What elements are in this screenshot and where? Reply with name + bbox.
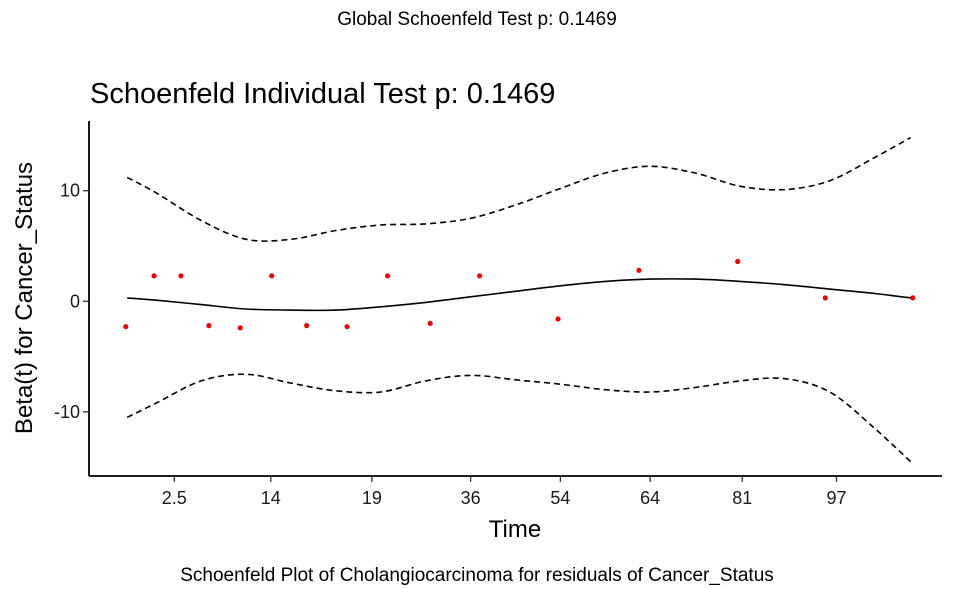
chart-title: Schoenfeld Individual Test p: 0.1469 [90, 78, 555, 110]
confidence-band-upper [126, 136, 911, 242]
global-test-title: Global Schoenfeld Test p: 0.1469 [337, 9, 617, 30]
x-tick-label: 97 [826, 488, 846, 508]
y-tick-label: -10 [54, 402, 80, 422]
x-tick-label: 2.5 [162, 488, 187, 508]
residual-point [123, 324, 129, 330]
residual-point [237, 325, 243, 331]
residual-point [636, 267, 642, 273]
residual-point [735, 258, 741, 265]
y-tick-label: 10 [60, 181, 80, 201]
residual-point [344, 324, 350, 330]
x-ticks: 2.5 14 19 36 54 64 81 97 [162, 476, 847, 508]
residual-point [910, 295, 916, 301]
confidence-band-lower [126, 373, 912, 463]
x-tick-label: 64 [640, 488, 660, 508]
residual-point [555, 316, 561, 322]
x-axis-title: Time [489, 516, 541, 543]
plot-caption: Schoenfeld Plot of Cholangiocarcinoma fo… [180, 565, 774, 586]
x-tick-label: 19 [362, 488, 382, 508]
fit-line [127, 278, 911, 312]
x-tick-label: 81 [732, 488, 752, 508]
residual-point [822, 295, 828, 301]
residual-point [269, 273, 275, 279]
y-tick-label: 0 [70, 291, 80, 311]
residual-point [427, 320, 433, 326]
residual-point [151, 273, 157, 279]
plot-area [123, 136, 916, 463]
x-tick-label: 14 [261, 488, 281, 508]
residual-point [304, 323, 310, 329]
residual-point [206, 323, 212, 329]
x-tick-label: 54 [550, 488, 570, 508]
y-axis-title: Beta(t) for Cancer_Status [11, 162, 38, 434]
y-ticks: -10 0 10 [54, 181, 89, 422]
residual-point [385, 273, 391, 279]
residual-point [477, 273, 483, 279]
residual-point [178, 273, 184, 279]
x-tick-label: 36 [461, 488, 481, 508]
